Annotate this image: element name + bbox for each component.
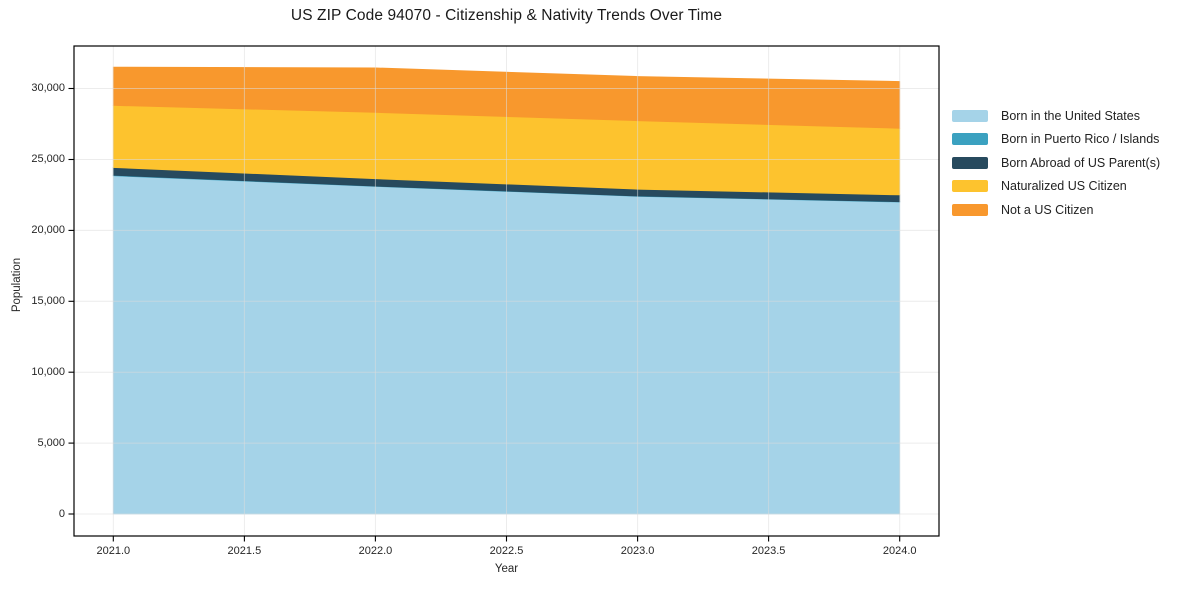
y-tick-label: 20,000: [31, 223, 65, 236]
y-tick-label: 30,000: [31, 82, 65, 95]
x-tick-label: 2022.5: [489, 545, 524, 557]
legend-item: Not a US Citizen: [952, 198, 1160, 222]
legend-item: Born in Puerto Rico / Islands: [952, 128, 1160, 152]
x-axis-label: Year: [494, 563, 519, 575]
x-tick-label: 2024.0: [882, 545, 917, 557]
legend-swatch: [952, 133, 988, 146]
legend-item: Naturalized US Citizen: [952, 175, 1160, 199]
y-tick-label: 10,000: [31, 365, 65, 378]
legend-swatch: [952, 109, 988, 122]
legend-item: Born in the United States: [952, 104, 1160, 128]
x-tick-label: 2022.0: [358, 545, 393, 557]
x-tick-label: 2023.0: [620, 545, 655, 557]
legend-label: Naturalized US Citizen: [1001, 179, 1127, 194]
legend: Born in the United States Born in Puerto…: [952, 104, 1160, 222]
y-tick-label: 5,000: [37, 436, 65, 449]
legend-item: Born Abroad of US Parent(s): [952, 151, 1160, 175]
legend-swatch: [952, 156, 988, 169]
x-tick-label: 2021.5: [227, 545, 262, 557]
y-tick-label: 0: [58, 507, 65, 520]
legend-label: Born in Puerto Rico / Islands: [1001, 132, 1160, 147]
y-tick-label: 25,000: [31, 152, 65, 165]
legend-label: Born Abroad of US Parent(s): [1001, 155, 1161, 170]
x-tick-label: 2023.5: [751, 545, 786, 557]
legend-swatch: [952, 180, 988, 193]
y-tick-label: 15,000: [31, 294, 65, 307]
x-tick-label: 2021.0: [96, 545, 131, 557]
legend-label: Not a US Citizen: [1001, 202, 1094, 217]
chart-title: US ZIP Code 94070 - Citizenship & Nativi…: [290, 7, 723, 24]
legend-swatch: [952, 203, 988, 216]
legend-label: Born in the United States: [1001, 108, 1140, 123]
